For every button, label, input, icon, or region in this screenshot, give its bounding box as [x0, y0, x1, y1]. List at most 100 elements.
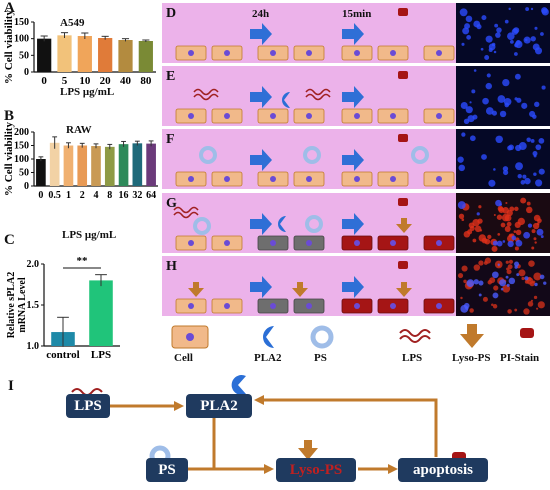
x-tick-label: 64 [146, 190, 156, 201]
ps-icon [303, 146, 321, 164]
flow-arrow-apoptosis-pla2 [262, 398, 438, 457]
step-arrow-icon [250, 86, 272, 108]
y-tick-label: 2.0 [27, 259, 40, 270]
legend-cell-label: Cell [174, 352, 193, 364]
legend-pla2-icon [263, 326, 274, 348]
y-tick-label: 150 [14, 141, 29, 152]
nucleus-icon [224, 240, 230, 246]
step-arrow-icon [342, 149, 364, 171]
bar [37, 38, 52, 72]
bar [77, 145, 88, 186]
lps-icon [193, 88, 219, 101]
pi-stain-icon [398, 198, 408, 206]
flow-lyso-ps-icon [298, 440, 318, 460]
lyso-ps-icon [292, 282, 308, 297]
nucleus-icon [270, 113, 276, 119]
nucleus-icon [354, 303, 360, 309]
ps-icon [411, 146, 429, 164]
microscopy-signal [460, 261, 547, 313]
step-arrow-icon [250, 149, 272, 171]
x-tick-label: 32 [132, 190, 142, 201]
lyso-ps-icon [188, 282, 204, 297]
step-arrow-icon [250, 23, 272, 45]
nucleus-icon [436, 303, 442, 309]
row-h-label: H [166, 259, 177, 274]
x-tick-label: LPS [91, 349, 111, 361]
y-tick-label: 0 [24, 67, 29, 78]
panel-b-title: RAW [66, 124, 92, 136]
y-tick-label: 150 [14, 17, 29, 28]
x-tick-label: 1 [66, 190, 71, 201]
pi-stain-icon [398, 261, 408, 269]
flow-lps-box: LPS [66, 394, 110, 418]
x-tick-label: control [46, 349, 79, 361]
panel-a-xlabel: LPS μg/mL [60, 86, 115, 98]
nucleus-icon [224, 113, 230, 119]
bar [49, 142, 60, 186]
step-arrow-icon [250, 276, 272, 298]
x-tick-label: 20 [100, 75, 112, 87]
schematic-row [175, 71, 455, 124]
legend-nucleus-icon [186, 333, 194, 341]
x-tick-label: 8 [107, 190, 112, 201]
x-tick-label: 0 [41, 75, 47, 87]
flow-apoptosis-box: apoptosis [398, 458, 488, 482]
legend-pi-stain-icon [520, 328, 534, 338]
nucleus-icon [270, 176, 276, 182]
panel-i-label: I [8, 378, 14, 394]
time-15min: 15min [342, 8, 372, 20]
row-d-label: D [166, 6, 177, 21]
panel-a-title: A549 [60, 17, 85, 29]
y-tick-label: 50 [19, 50, 29, 61]
nucleus-icon [224, 303, 230, 309]
bar [77, 36, 92, 72]
panel-b-xlabel: LPS μg/mL [62, 229, 117, 241]
x-tick-label: 2 [80, 190, 85, 201]
x-tick-label: 0.5 [48, 190, 61, 201]
microscopy-signal [457, 199, 544, 248]
schematic-row [175, 134, 455, 187]
nucleus-icon [306, 303, 312, 309]
bar [118, 40, 133, 72]
schematic-overlay [173, 7, 549, 315]
legend-lyso-ps-icon [460, 324, 484, 348]
nucleus-icon [354, 240, 360, 246]
legend-ps-label: PS [314, 352, 327, 364]
flow-ps-box: PS [146, 458, 188, 482]
bar [118, 144, 129, 186]
step-arrow-icon [250, 213, 272, 235]
chart-a: 0 50 100 150 0 5 10 20 40 80 % Cell viability [3, 10, 156, 87]
nucleus-icon [390, 50, 396, 56]
schematic-row [175, 198, 455, 251]
nucleus-icon [270, 240, 276, 246]
nucleus-icon [390, 176, 396, 182]
y-tick-label: 1.0 [27, 341, 40, 352]
legend-lyso-ps-label: Lyso-PS [452, 352, 491, 364]
legend-ps-icon [310, 325, 334, 349]
ps-icon [305, 215, 323, 233]
pla2-icon [278, 216, 286, 232]
chart-c: 1.0 1.5 2.0 control LPS Relative sPLA2mRNA Le… [6, 255, 120, 361]
nucleus-icon [354, 50, 360, 56]
row-g-label: G [166, 196, 177, 211]
nucleus-icon [436, 176, 442, 182]
nucleus-icon [270, 50, 276, 56]
flow-lyso-ps-box: Lyso-PS [276, 458, 356, 482]
pi-stain-icon [398, 71, 408, 79]
nucleus-icon [354, 176, 360, 182]
nucleus-icon [390, 240, 396, 246]
bar [146, 143, 156, 186]
y-tick-label: 200 [14, 127, 29, 138]
y-tick-label: 100 [14, 154, 29, 165]
panel-c-label: C [4, 232, 15, 248]
bar [89, 280, 113, 346]
significance-label: ** [77, 255, 89, 267]
x-tick-label: 16 [119, 190, 129, 201]
nucleus-icon [436, 113, 442, 119]
bar [57, 35, 72, 72]
bar [63, 145, 74, 186]
step-arrow-icon [342, 276, 364, 298]
legend: Cell PLA2 PS LPS Lyso-PS PI-Stain [162, 322, 550, 372]
flow-diagram: I LPS PLA2 PS Lyso-PS apoptosis [0, 372, 550, 490]
x-tick-label: 4 [94, 190, 99, 201]
